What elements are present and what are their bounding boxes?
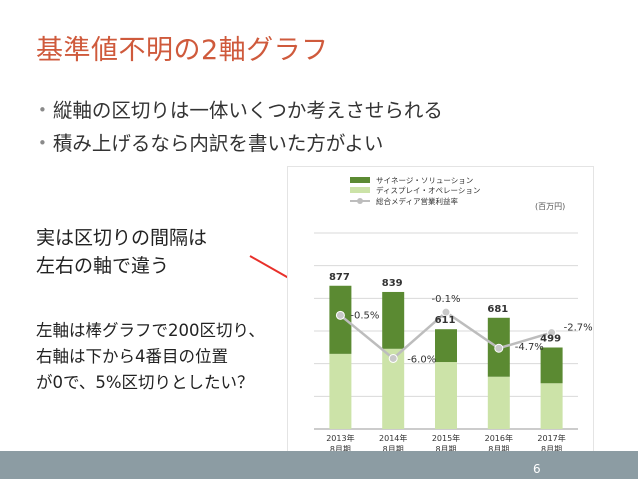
bar-total-label: 681 — [487, 304, 508, 315]
margin-value-label: -2.7% — [564, 323, 593, 334]
legend-swatch — [350, 187, 370, 193]
margin-value-label: -0.1% — [431, 294, 460, 305]
x-tick-label: 2014年 — [379, 433, 407, 443]
bar-display-operation — [540, 383, 563, 429]
x-tick-label: 2015年 — [432, 433, 460, 443]
chart-x-labels: 2013年 8月期 2014年 8月期 2015年 8月期 2016年 8月期 2017年 8月期 — [326, 433, 566, 454]
x-tick-label: 2017年 — [537, 433, 565, 443]
bullet-dot: • — [38, 134, 47, 152]
bar-display-operation — [435, 362, 457, 429]
callout-line: 実は区切りの間隔は — [36, 227, 208, 249]
bullet-text: 縦軸の区切りは一体いくつか考えさせられる — [52, 99, 443, 122]
footer-bar — [0, 451, 638, 479]
chart-bars — [329, 285, 563, 429]
x-tick-label: 8月期 — [435, 445, 456, 454]
bullet-item: • 縦軸の区切りは一体いくつか考えさせられる — [38, 94, 443, 127]
legend-line-marker — [357, 198, 363, 204]
bar-total-label: 877 — [329, 272, 350, 283]
bullet-text: 積み上げるなら内訳を書いた方がよい — [52, 132, 384, 155]
legend-swatch — [350, 177, 370, 183]
callout-axis-note: 左軸は棒グラフで200区切り、 右軸は下から4番目の位置 が0で、5%区切りとし… — [36, 318, 265, 396]
legend-label: サイネージ・ソリューション — [376, 176, 473, 185]
profit-margin-point — [494, 343, 504, 353]
page-number: 6 — [533, 462, 541, 476]
slide-title: 基準値不明の2軸グラフ — [36, 35, 329, 66]
x-tick-label: 2016年 — [485, 433, 513, 443]
bullet-item: • 積み上げるなら内訳を書いた方がよい — [38, 127, 443, 160]
margin-value-label: -0.5% — [350, 310, 379, 321]
chart-line — [335, 307, 557, 363]
margin-value-label: -4.7% — [515, 342, 544, 353]
x-tick-label: 2013年 — [326, 433, 354, 443]
bar-display-operation — [487, 376, 510, 429]
callout-interval: 実は区切りの間隔は 左右の軸で違う — [36, 224, 207, 280]
profit-margin-point — [388, 353, 398, 363]
legend-label: 総合メディア営業利益率 — [376, 196, 458, 206]
bar-total-label: 839 — [382, 278, 403, 289]
x-tick-label: 8月期 — [488, 445, 509, 454]
callout-line: 左右の軸で違う — [36, 255, 170, 277]
bullet-list: • 縦軸の区切りは一体いくつか考えさせられる • 積み上げるなら内訳を書いた方がよい — [38, 94, 443, 160]
bar-signage-solution — [540, 347, 563, 384]
chart-image: サイネージ・ソリューション ディスプレイ・オペレーション 総合メディア営業利益率 (… — [287, 166, 594, 462]
profit-margin-point — [335, 310, 345, 320]
x-tick-label: 8月期 — [330, 445, 351, 454]
legend-label: ディスプレイ・オペレーション — [376, 185, 480, 195]
bar-signage-solution — [382, 291, 405, 349]
x-tick-label: 8月期 — [541, 445, 562, 454]
bar-total-label: 611 — [435, 315, 456, 326]
chart-labels: 877 839 611 681 499 -0.5% -6.0% -0.1% -4.7% -2.7% — [329, 272, 593, 366]
x-tick-label: 8月期 — [383, 445, 404, 454]
bar-display-operation — [382, 348, 405, 429]
profit-margin-point — [547, 328, 557, 338]
bullet-dot: • — [38, 101, 47, 119]
profit-margin-point — [441, 307, 451, 317]
callout-line: 左軸は棒グラフで200区切り、 — [36, 321, 265, 340]
bar-display-operation — [329, 353, 352, 429]
margin-value-label: -6.0% — [407, 354, 436, 365]
unit-label: (百万円) — [535, 202, 565, 211]
bar-signage-solution — [435, 329, 457, 363]
bar-total-label: 499 — [540, 333, 561, 344]
callout-line: 右軸は下から4番目の位置 — [36, 347, 228, 366]
arrow-line — [249, 255, 295, 282]
callout-line: が0で、5%区切りとしたい？ — [36, 373, 254, 392]
